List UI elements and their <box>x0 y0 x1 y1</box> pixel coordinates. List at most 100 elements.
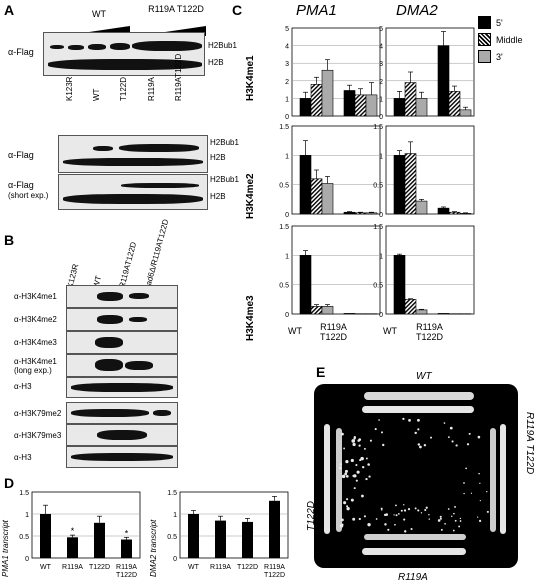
colony <box>365 477 368 481</box>
colony <box>393 514 395 516</box>
colony <box>395 504 397 507</box>
panel-b-letter: B <box>4 232 15 248</box>
colony <box>479 499 481 502</box>
bar-dma2-h3k4me3-middle-0 <box>404 299 417 315</box>
panel-a-mutant-label: R119A T122D <box>148 4 204 14</box>
chart-frame-dma2-h3k4me1 <box>385 27 475 117</box>
colony <box>451 515 453 518</box>
tick-label-dma2-h3k4me1: 0 <box>379 114 383 121</box>
colony <box>346 506 350 511</box>
colony <box>384 523 387 526</box>
colony <box>338 466 342 470</box>
legend-middle: Middle <box>478 33 523 46</box>
colony <box>425 506 428 509</box>
d-bar-dma2-3 <box>269 500 280 558</box>
tick-label-pma1-h3k4me2: 0.5 <box>279 183 289 190</box>
panel-c-title-pma1: PMA1 <box>296 2 337 19</box>
legend-5prime: 5' <box>478 16 523 29</box>
d-bar-pma1-1 <box>67 537 78 558</box>
colony <box>380 507 383 510</box>
d-frame-pma1 <box>31 491 141 559</box>
colony <box>375 518 378 520</box>
colony <box>407 508 411 511</box>
d-tick-label-dma2: 1.5 <box>167 490 177 497</box>
d-frame-dma2 <box>179 491 289 559</box>
colony <box>439 517 442 520</box>
panel-e-label-r119at122d: R119A T122D <box>524 412 535 475</box>
colony <box>344 472 348 476</box>
colony <box>458 525 461 528</box>
colony <box>381 509 383 511</box>
bar-dma2-h3k4me1-3prime-0 <box>415 98 428 117</box>
colony <box>478 472 480 475</box>
colony <box>486 510 489 513</box>
colony <box>394 523 396 526</box>
colony <box>353 437 356 440</box>
colony <box>397 513 400 515</box>
legend-swatch-3prime <box>478 50 491 63</box>
panel-a-lane-r119a: R119A <box>147 77 156 101</box>
colony <box>428 518 430 520</box>
panel-c-x-mut-2-b: T122D <box>416 332 444 342</box>
panel-e-letter: E <box>316 364 326 380</box>
panel-c-x-wt-1: WT <box>288 326 302 336</box>
bar-pma1-h3k4me3-5prime-1 <box>343 313 356 315</box>
d-bar-dma2-0 <box>188 514 199 558</box>
panel-a-lane-t122d: T122D <box>119 76 128 101</box>
colony <box>352 517 356 521</box>
colony <box>363 515 366 518</box>
colony <box>417 443 421 446</box>
chart-frame-pma1-h3k4me2 <box>291 125 381 215</box>
colony <box>428 514 430 516</box>
colony <box>455 444 458 447</box>
colony <box>355 479 358 482</box>
d-x-label-pma1: T122D <box>116 572 137 579</box>
colony <box>470 492 473 494</box>
chart-frame-dma2-h3k4me3 <box>385 225 475 315</box>
colony <box>346 498 349 501</box>
d-tick-label-pma1: 1.5 <box>19 490 29 497</box>
panel-c-title-dma2: DMA2 <box>396 2 438 19</box>
colony <box>449 426 453 430</box>
colony <box>356 470 360 474</box>
panel-c-x-wt-2: WT <box>383 326 397 336</box>
d-x-label-pma1: R119A <box>116 564 137 571</box>
panel-b-lane-rad6: rad6Δ/R119AT122D <box>143 218 171 289</box>
panel-a-top-band-h2bub1: H2Bub1 <box>208 41 237 50</box>
legend-label-middle: Middle <box>496 34 523 45</box>
colony <box>363 447 366 450</box>
legend-3prime: 3' <box>478 50 523 63</box>
tick-label-dma2-h3k4me2: 0.5 <box>373 183 383 190</box>
chart-frame-pma1-h3k4me1 <box>291 27 381 117</box>
d-bar-dma2-1 <box>215 520 226 558</box>
tick-label-dma2-h3k4me1: 3 <box>379 61 383 68</box>
blot-b-h3 <box>66 377 178 398</box>
panel-b-row-h3-2: α-H3 <box>14 453 32 462</box>
panel-a-letter: A <box>4 2 15 18</box>
colony <box>463 482 465 484</box>
panel-c-x-mut-2-a: R119A <box>416 322 443 332</box>
bar-pma1-h3k4me2-5prime-1 <box>343 211 356 215</box>
panel-b-row-h3k4me2: α-H3K4me2 <box>14 315 57 324</box>
legend-swatch-middle <box>478 33 491 46</box>
colony <box>345 459 349 464</box>
bar-pma1-h3k4me1-5prime-0 <box>299 98 312 117</box>
colony <box>459 520 462 522</box>
panel-a-lane-r119at122d: R119AT122D <box>174 53 183 101</box>
colony <box>444 522 446 525</box>
colony <box>368 475 371 478</box>
tick-label-pma1-h3k4me2: 1.5 <box>279 124 289 131</box>
bar-dma2-h3k4me1-5prime-1 <box>437 45 450 117</box>
bar-dma2-h3k4me3-5prime-1 <box>437 313 450 315</box>
tick-label-pma1-h3k4me3: 1 <box>285 253 289 260</box>
bar-dma2-h3k4me2-3prime-0 <box>415 200 428 215</box>
tick-label-pma1-h3k4me1: 5 <box>285 26 289 33</box>
panel-b-row-h3k4me1: α-H3K4me1 <box>14 292 57 301</box>
bar-pma1-h3k4me2-3prime-0 <box>321 183 334 215</box>
colony <box>459 517 462 520</box>
bar-pma1-h3k4me1-middle-0 <box>310 84 323 117</box>
panel-b-row-h3k4me1-long: α-H3K4me1 <box>14 357 57 366</box>
blot-b-h3k4me2 <box>66 308 178 331</box>
panel-a-short-blot <box>58 174 208 210</box>
tick-label-pma1-h3k4me3: 1.5 <box>279 224 289 231</box>
